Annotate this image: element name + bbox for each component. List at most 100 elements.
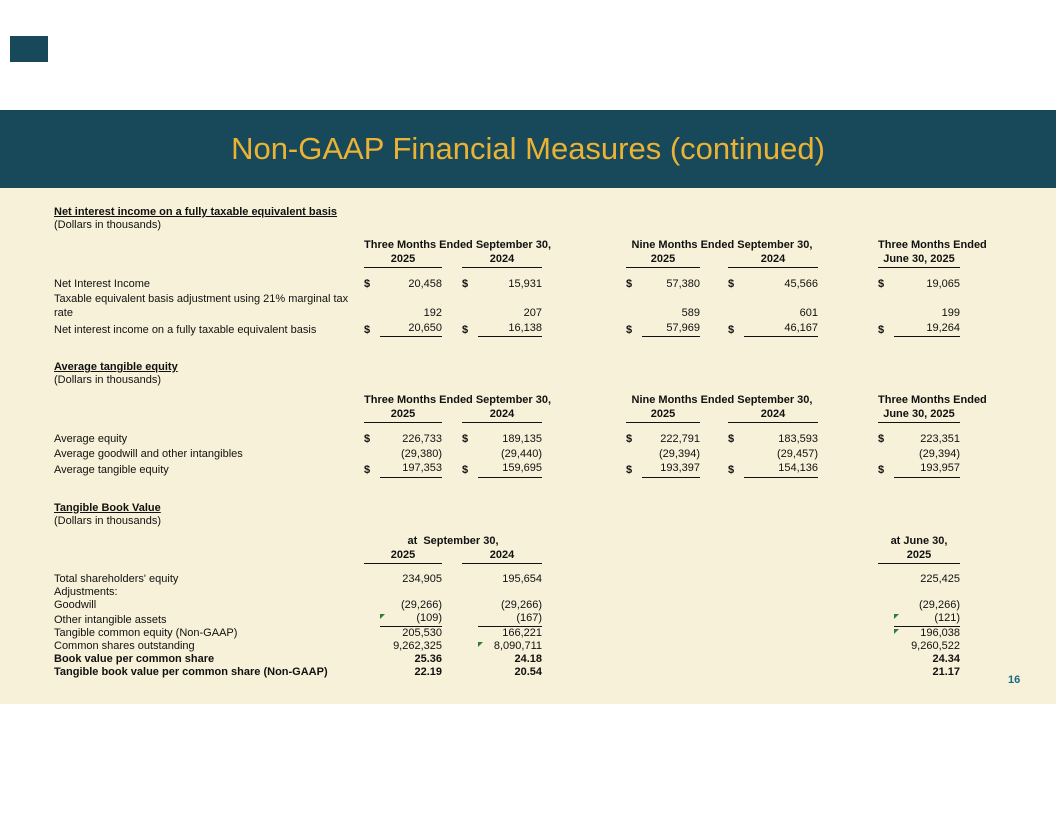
currency-symbol: $ (626, 323, 633, 336)
slide-content: Net interest income on a fully taxable e… (54, 206, 1004, 703)
cell-value: 57,380 (666, 278, 700, 290)
column-group-header-row: Three Months Ended September 30, Nine Mo… (54, 393, 1004, 407)
col-group-three-months-june: Three Months Ended (878, 239, 987, 251)
year-header: 2024 (728, 252, 818, 268)
currency-symbol: $ (462, 278, 469, 290)
table-row: Common shares outstanding 9,262,325 8,09… (54, 640, 1004, 653)
table-row: Adjustments: (54, 586, 1004, 599)
row-label: Net Interest Income (54, 278, 150, 290)
cell-value: (29,266) (919, 598, 960, 611)
table-subheading: (Dollars in thousands) (54, 514, 161, 527)
currency-symbol: $ (728, 464, 735, 476)
year-header: 2025 (364, 548, 442, 564)
page-number: 16 (1008, 674, 1021, 686)
table-row: Average goodwill and other intangibles (… (54, 447, 1004, 462)
cell-value-flagged: 196,038 (894, 627, 960, 640)
row-label: Total shareholders' equity (54, 572, 179, 585)
cell-value: 234,905 (402, 572, 442, 585)
row-label: Common shares outstanding (54, 639, 195, 652)
cell-value: 24.18 (514, 652, 542, 665)
row-label: Average goodwill and other intangibles (54, 447, 243, 460)
currency-symbol: $ (626, 464, 633, 476)
cell-value: 16,138 (478, 321, 542, 337)
cell-value: (29,266) (401, 598, 442, 611)
cell-value: 20,458 (408, 278, 442, 290)
table-subheading: (Dollars in thousands) (54, 374, 161, 386)
cell-value: 22.19 (414, 665, 442, 678)
table-row: Goodwill (29,266) (29,266) (29,266) (54, 599, 1004, 612)
currency-symbol: $ (878, 278, 885, 290)
table-heading: Average tangible equity (54, 361, 178, 373)
cell-value: (167) (478, 612, 542, 627)
currency-symbol: $ (626, 433, 633, 445)
column-group-header-row: Three Months Ended September 30, Nine Mo… (54, 238, 1004, 252)
cell-value: 9,260,522 (911, 639, 960, 652)
year-header: 2025 (364, 252, 442, 268)
year-header: 2025 (626, 407, 700, 423)
table-row-total: Average tangible equity $ 197,353 $ 159,… (54, 461, 1004, 478)
year-header: 2025 (878, 548, 960, 564)
year-header: 2025 (626, 252, 700, 268)
cell-value: 189,135 (502, 433, 542, 445)
column-year-header-row: 2025 2024 2025 2024 June 30, 2025 (54, 407, 1004, 423)
currency-symbol: $ (364, 278, 371, 290)
cell-value: 20,650 (380, 321, 442, 337)
year-header: 2025 (364, 407, 442, 423)
logo-mark (10, 36, 48, 62)
cell-value: 25.36 (414, 652, 442, 665)
cell-value: (29,394) (919, 447, 960, 460)
cell-value: 199 (941, 307, 960, 319)
currency-symbol: $ (462, 464, 469, 476)
currency-symbol: $ (878, 323, 885, 336)
table-body: Average equity $ 226,733 $ 189,135 $ 222… (54, 432, 1004, 478)
column-year-header-row: 2025 2024 2025 (54, 548, 1004, 564)
table-row: Net Interest Income $ 20,458 $ 15,931 $ … (54, 277, 1004, 292)
cell-value: 226,733 (402, 433, 442, 445)
table-heading: Tangible Book Value (54, 501, 161, 514)
col-group-three-months-june: Three Months Ended (878, 394, 987, 406)
year-header: June 30, 2025 (878, 252, 960, 268)
table-row: Taxable equivalent basis adjustment usin… (54, 292, 1004, 321)
cell-value: 225,425 (920, 572, 960, 585)
cell-value: 19,264 (894, 321, 960, 337)
row-label: Tangible common equity (Non-GAAP) (54, 626, 238, 639)
cell-value: 193,957 (894, 461, 960, 478)
column-group-header-row: at September 30, at June 30, (54, 534, 1004, 548)
year-header: 2024 (462, 252, 542, 268)
cell-value-flagged: (109) (380, 612, 442, 627)
section-average-tangible-equity: Average tangible equity (Dollars in thou… (54, 361, 1004, 478)
currency-symbol: $ (462, 433, 469, 445)
cell-value: 193,397 (642, 461, 700, 478)
cell-value: 205,530 (402, 626, 442, 639)
column-year-header-row: 2025 2024 2025 2024 June 30, 2025 (54, 252, 1004, 268)
cell-value-flagged: 8,090,711 (478, 640, 542, 653)
title-band: Non-GAAP Financial Measures (continued) (0, 110, 1056, 188)
row-label: Book value per common share (54, 652, 215, 665)
slide-background (0, 188, 1056, 704)
cell-value: 601 (799, 307, 818, 319)
cell-value: 192 (423, 307, 442, 319)
table-row: Total shareholders' equity 234,905 195,6… (54, 573, 1004, 586)
cell-value: 223,351 (920, 433, 960, 445)
cell-value: 15,931 (508, 278, 542, 290)
cell-value: 21.17 (932, 665, 960, 678)
currency-symbol: $ (728, 323, 735, 336)
cell-value: 166,221 (502, 626, 542, 639)
cell-value: (29,266) (501, 598, 542, 611)
cell-value: 24.34 (932, 652, 960, 665)
cell-value: (29,380) (401, 447, 442, 460)
table-row: Tangible book value per common share (No… (54, 666, 1004, 679)
cell-value-flagged: (121) (894, 612, 960, 627)
cell-value: 9,262,325 (393, 639, 442, 652)
cell-value: 154,136 (744, 461, 818, 478)
row-label: Tangible book value per common share (No… (54, 665, 328, 678)
cell-value: 45,566 (784, 278, 818, 290)
cell-value: 183,593 (778, 433, 818, 445)
table-heading: Net interest income on a fully taxable e… (54, 206, 338, 218)
year-header: 2024 (462, 548, 542, 564)
cell-value: (29,440) (501, 447, 542, 460)
row-label: Net interest income on a fully taxable e… (54, 323, 317, 336)
table-subheading: (Dollars in thousands) (54, 219, 161, 231)
table-body: Total shareholders' equity 234,905 195,6… (54, 573, 1004, 679)
section-net-interest-income-fte: Net interest income on a fully taxable e… (54, 206, 1004, 337)
